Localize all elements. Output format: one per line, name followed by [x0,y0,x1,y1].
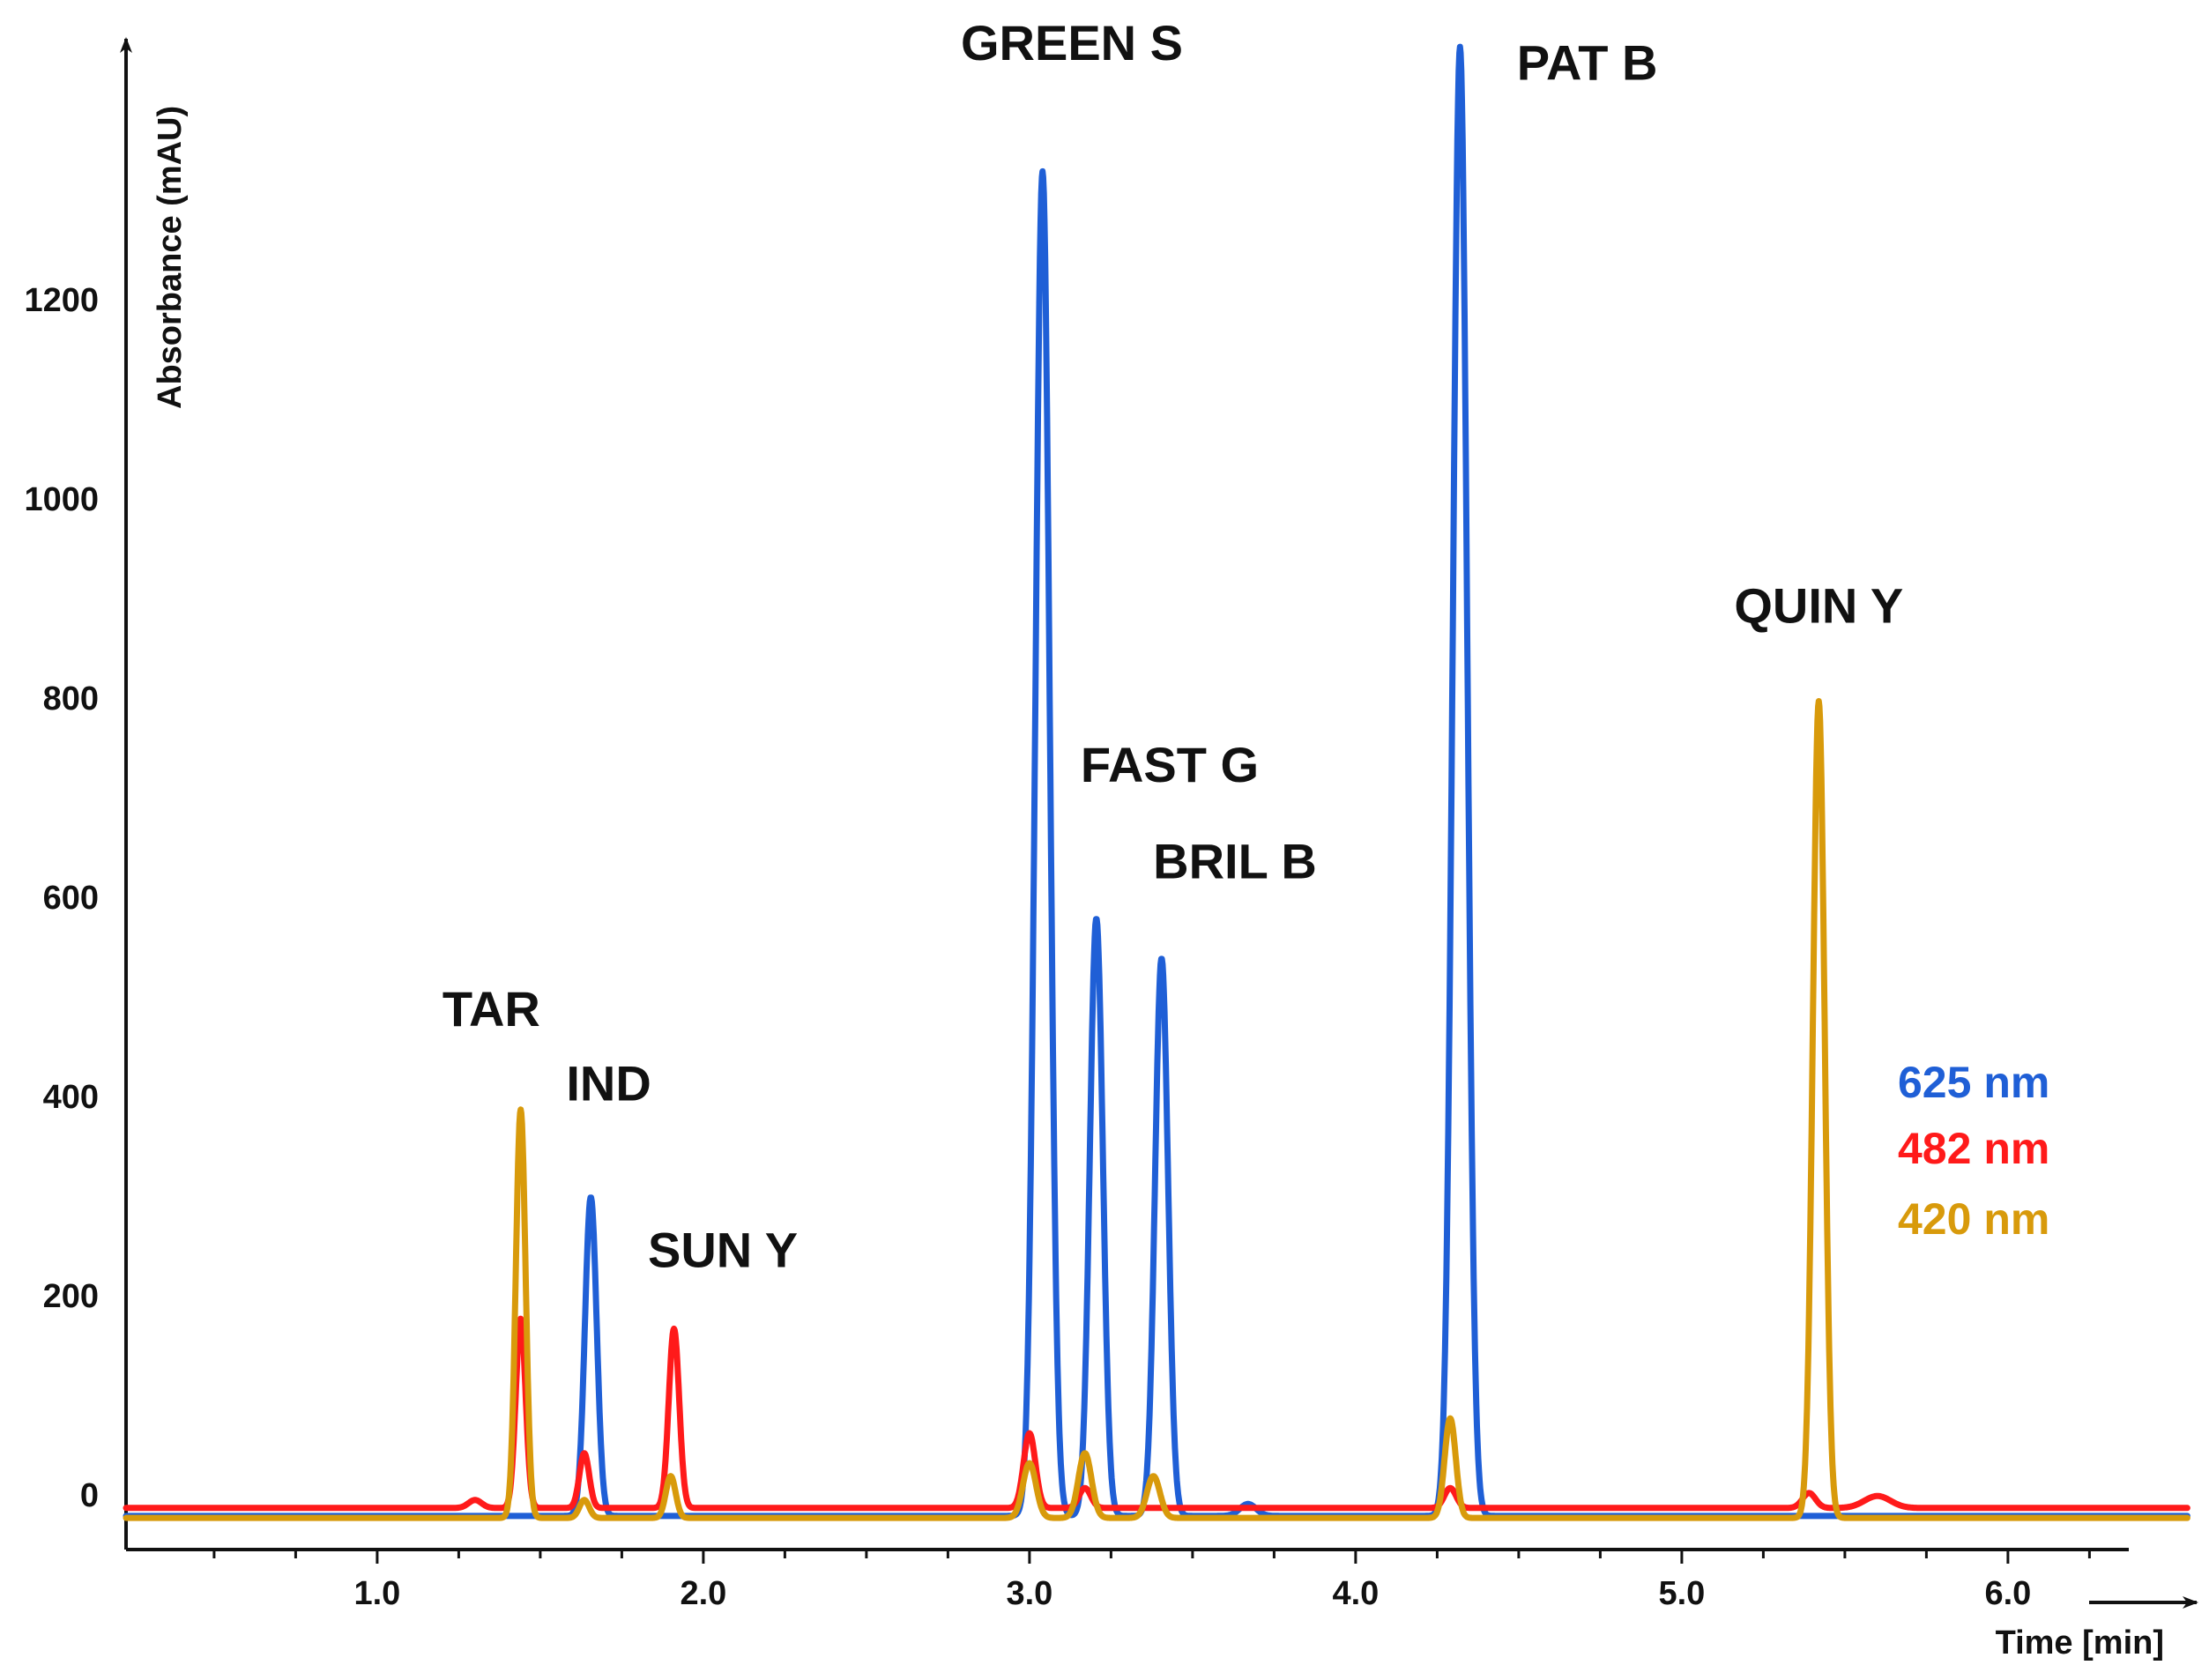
series-482nm-line [123,1315,2190,1512]
legend: 625 nm 482 nm 420 nm [1898,1058,2049,1244]
y-ticks: 0 200 400 600 800 1000 1200 [24,282,99,1514]
y-tick-label: 400 [43,1079,99,1116]
x-tick-label: 5.0 [1658,1575,1705,1612]
peak-label: FAST G [1081,737,1259,792]
legend-420nm: 420 nm [1898,1194,2049,1244]
peak-labels: TAR IND SUN Y GREEN S FAST G BRIL B PAT B QUIN … [443,15,1903,1278]
peak-label: TAR [443,981,540,1037]
y-tick-label: 0 [80,1477,99,1514]
y-tick-label: 1000 [24,481,99,518]
x-tick-label: 3.0 [1006,1575,1052,1612]
x-tick-label: 1.0 [353,1575,400,1612]
y-tick-label: 600 [43,880,99,917]
y-tick-label: 200 [43,1278,99,1315]
x-tick-label: 2.0 [680,1575,726,1612]
x-tick-label: 4.0 [1332,1575,1379,1612]
peak-label: GREEN S [961,15,1183,71]
x-axis-title: Time [min] [1996,1624,2164,1661]
peak-label: QUIN Y [1734,577,1903,633]
legend-625nm: 625 nm [1898,1058,2049,1107]
x-tick-label: 6.0 [1984,1575,2031,1612]
peak-label: SUN Y [648,1222,798,1277]
peak-label: BRIL B [1153,834,1317,889]
series-420nm-line [123,698,2190,1521]
peak-label: IND [566,1056,651,1111]
x-ticks: 1.0 2.0 3.0 4.0 5.0 6.0 [212,1550,2091,1612]
axes [120,37,2198,1609]
legend-482nm: 482 nm [1898,1124,2049,1173]
y-tick-label: 1200 [24,282,99,319]
series-lines [123,43,2190,1521]
y-axis-title: Absorbance (mAU) [152,106,189,409]
y-tick-label: 800 [43,680,99,717]
peak-label: PAT B [1517,34,1658,90]
